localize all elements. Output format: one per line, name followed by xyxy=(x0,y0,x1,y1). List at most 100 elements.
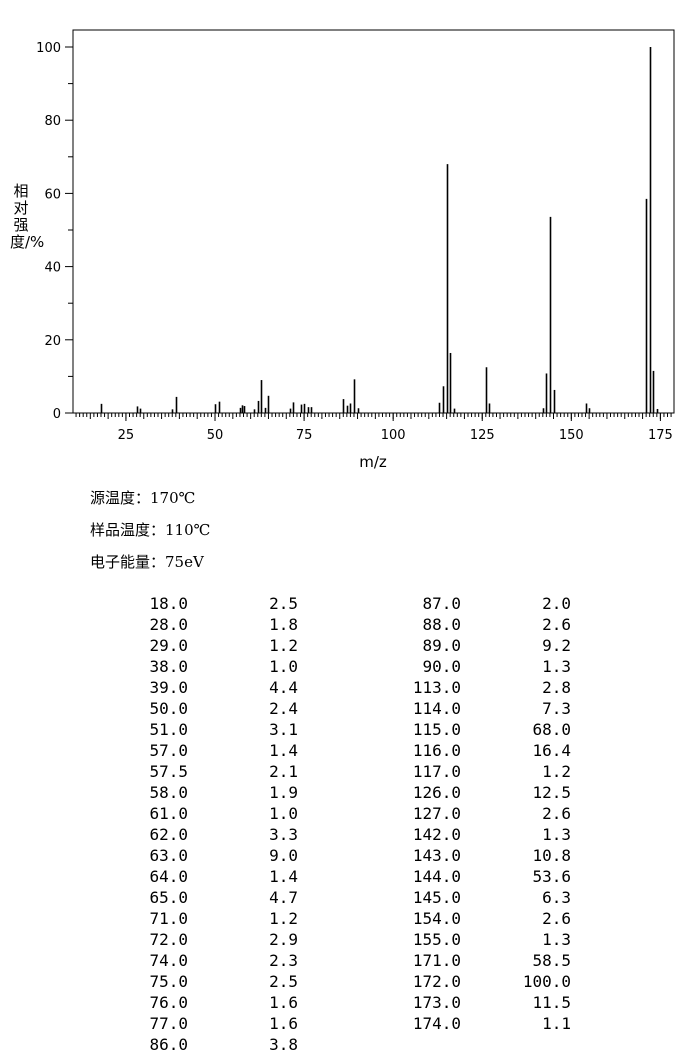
peak-abundance: 53.6 xyxy=(532,867,571,886)
sample-temperature: 样品温度：110℃ xyxy=(90,521,211,539)
peak-abundance: 2.5 xyxy=(269,594,298,613)
peak-mz: 142.0 xyxy=(412,825,461,844)
peak-mz: 114.0 xyxy=(412,699,461,718)
peak-abundance: 4.4 xyxy=(269,678,298,697)
peak-mz: 172.0 xyxy=(412,972,461,991)
peak-mz: 88.0 xyxy=(422,615,461,634)
peak-abundance: 2.6 xyxy=(542,909,571,928)
peak-mz: 87.0 xyxy=(422,594,461,613)
peak-row: 18.0 2.5 xyxy=(96,593,298,614)
peak-row: 142.0 1.3 xyxy=(369,824,571,845)
peak-abundance: 3.1 xyxy=(269,720,298,739)
peak-row: 90.0 1.3 xyxy=(369,656,571,677)
peak-abundance: 1.2 xyxy=(542,762,571,781)
peak-mz: 75.0 xyxy=(149,972,188,991)
peak-mz: 72.0 xyxy=(149,930,188,949)
peak-mz: 18.0 xyxy=(149,594,188,613)
peak-abundance: 68.0 xyxy=(532,720,571,739)
peak-abundance: 1.3 xyxy=(542,657,571,676)
peak-mz: 127.0 xyxy=(412,804,461,823)
peak-mz: 71.0 xyxy=(149,909,188,928)
peak-row: 154.0 2.6 xyxy=(369,908,571,929)
peak-row: 173.0 11.5 xyxy=(369,992,571,1013)
x-tick-label: 50 xyxy=(207,428,224,443)
peak-mz: 86.0 xyxy=(149,1035,188,1054)
peak-mz: 126.0 xyxy=(412,783,461,802)
y-tick-label: 100 xyxy=(36,41,61,56)
peak-row: 145.0 6.3 xyxy=(369,887,571,908)
peak-mz: 155.0 xyxy=(412,930,461,949)
peak-mz: 115.0 xyxy=(412,720,461,739)
electron-energy: 电子能量：75eV xyxy=(90,553,204,571)
peak-mz: 57.0 xyxy=(149,741,188,760)
peak-abundance: 1.4 xyxy=(269,867,298,886)
peak-mz: 58.0 xyxy=(149,783,188,802)
peak-abundance: 11.5 xyxy=(532,993,571,1012)
peak-row: 76.0 1.6 xyxy=(96,992,298,1013)
peak-row: 74.0 2.3 xyxy=(96,950,298,971)
peak-mz: 116.0 xyxy=(412,741,461,760)
peak-abundance: 3.8 xyxy=(269,1035,298,1054)
y-tick-label: 40 xyxy=(44,261,61,276)
peak-abundance: 100.0 xyxy=(522,972,571,991)
peak-row: 75.0 2.5 xyxy=(96,971,298,992)
peak-row: 127.0 2.6 xyxy=(369,803,571,824)
peak-row: 77.0 1.6 xyxy=(96,1013,298,1034)
x-axis-label: m/z xyxy=(359,453,387,471)
peak-abundance: 4.7 xyxy=(269,888,298,907)
x-minor-ticks xyxy=(75,413,672,419)
peak-mz: 61.0 xyxy=(149,804,188,823)
peak-mz: 89.0 xyxy=(422,636,461,655)
x-tick-label: 100 xyxy=(381,428,406,443)
x-axis-ticks: 25 50 75 100 125 150 175 xyxy=(118,413,673,443)
peak-abundance: 2.8 xyxy=(542,678,571,697)
peak-row: 57.0 1.4 xyxy=(96,740,298,761)
peak-abundance: 2.5 xyxy=(269,972,298,991)
y-tick-label: 0 xyxy=(53,407,61,422)
peak-row: 72.0 2.9 xyxy=(96,929,298,950)
peak-row: 88.0 2.6 xyxy=(369,614,571,635)
peak-row: 144.0 53.6 xyxy=(369,866,571,887)
peak-row: 171.0 58.5 xyxy=(369,950,571,971)
peak-mz: 90.0 xyxy=(422,657,461,676)
peak-mz: 50.0 xyxy=(149,699,188,718)
x-tick-label: 150 xyxy=(559,428,584,443)
peak-row: 62.0 3.3 xyxy=(96,824,298,845)
x-tick-label: 175 xyxy=(648,428,673,443)
peak-mz: 76.0 xyxy=(149,993,188,1012)
peak-row: 174.0 1.1 xyxy=(369,1013,571,1034)
mass-spectrum-chart: 25 50 75 100 125 150 175 0 20 40 60 80 100 m/z xyxy=(36,29,675,471)
peak-mz: 74.0 xyxy=(149,951,188,970)
peak-row: 51.0 3.1 xyxy=(96,719,298,740)
peak-abundance: 9.2 xyxy=(542,636,571,655)
peak-abundance: 6.3 xyxy=(542,888,571,907)
peak-abundance: 2.1 xyxy=(269,762,298,781)
peak-mz: 113.0 xyxy=(412,678,461,697)
peak-row: 50.0 2.4 xyxy=(96,698,298,719)
peak-abundance: 1.3 xyxy=(542,825,571,844)
peak-row: 87.0 2.0 xyxy=(369,593,571,614)
y-axis-ticks: 0 20 40 60 80 100 xyxy=(36,41,73,422)
peak-row: 29.0 1.2 xyxy=(96,635,298,656)
peak-row: 86.0 3.8 xyxy=(96,1034,298,1055)
spectrum-peaks xyxy=(100,47,659,413)
peak-row: 39.0 4.4 xyxy=(96,677,298,698)
peak-abundance: 1.3 xyxy=(542,930,571,949)
peak-abundance: 2.6 xyxy=(542,804,571,823)
peak-row: 28.0 1.8 xyxy=(96,614,298,635)
peak-table-left: 18.0 2.5 28.0 1.8 29.0 1.2 38.0 1.0 39.0 4.4 50.0 2… xyxy=(96,593,298,1055)
peak-row: 143.0 10.8 xyxy=(369,845,571,866)
peak-abundance: 10.8 xyxy=(532,846,571,865)
peak-mz: 77.0 xyxy=(149,1014,188,1033)
peak-abundance: 3.3 xyxy=(269,825,298,844)
peak-mz: 143.0 xyxy=(412,846,461,865)
peak-abundance: 2.6 xyxy=(542,615,571,634)
peak-abundance: 1.9 xyxy=(269,783,298,802)
peak-row: 114.0 7.3 xyxy=(369,698,571,719)
peak-mz: 63.0 xyxy=(149,846,188,865)
peak-row: 61.0 1.0 xyxy=(96,803,298,824)
peak-mz: 173.0 xyxy=(412,993,461,1012)
peak-mz: 171.0 xyxy=(412,951,461,970)
peak-abundance: 1.8 xyxy=(269,615,298,634)
peak-table-right: 87.0 2.0 88.0 2.6 89.0 9.2 90.0 1.3 113.0 2.8 114.… xyxy=(369,593,571,1034)
